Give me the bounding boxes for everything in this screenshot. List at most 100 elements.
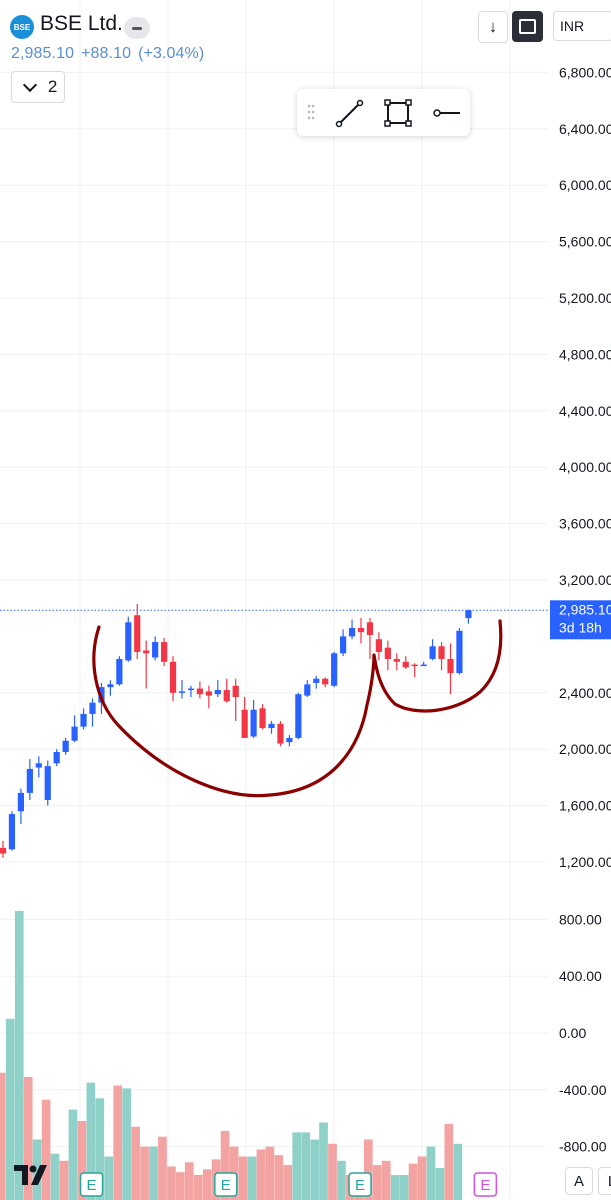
volume-bar	[86, 1082, 96, 1200]
volume-bar	[50, 1153, 60, 1200]
earnings-marker[interactable]: E	[473, 1172, 498, 1197]
volume-tick-label: 0.00	[559, 1025, 586, 1041]
candle	[143, 640, 150, 689]
volume-bar	[193, 1175, 203, 1200]
chevron-down-icon	[22, 77, 37, 92]
collapse-legend-button[interactable]	[124, 17, 150, 39]
horizontal-ray-tool-icon[interactable]	[430, 97, 462, 129]
candle	[250, 699, 257, 738]
earnings-marker[interactable]: E	[79, 1172, 104, 1197]
candle-body	[241, 709, 248, 738]
cup-and-handle-curve	[92, 619, 503, 798]
candle	[232, 678, 239, 721]
candle-body	[89, 702, 96, 714]
volume-bar	[328, 1143, 337, 1200]
fullscreen-button[interactable]	[512, 11, 543, 42]
price-tick-label: 4,400.00	[559, 403, 611, 419]
price-tick-label: 6,000.00	[559, 177, 611, 193]
candle-body	[53, 752, 60, 764]
rectangle-tool-icon[interactable]	[382, 97, 414, 129]
candle	[196, 681, 203, 699]
volume-bar	[337, 1160, 346, 1200]
candle	[375, 632, 382, 661]
volume-bar	[59, 1160, 69, 1200]
volume-bar	[417, 1156, 427, 1200]
candle-body	[161, 642, 168, 662]
candle	[214, 680, 221, 698]
volume-bar	[256, 1149, 266, 1200]
indicator-count: 2	[47, 77, 58, 96]
minus-icon	[132, 26, 142, 30]
volume-bar	[167, 1166, 176, 1200]
candle-body	[322, 678, 329, 685]
candle-body	[71, 726, 78, 741]
candle	[125, 616, 132, 662]
tradingview-logo-icon[interactable]	[12, 1162, 54, 1188]
indicators-toggle-button[interactable]: 2	[11, 71, 65, 103]
candle-body	[259, 708, 266, 729]
earnings-marker-box	[79, 1172, 104, 1197]
candle-body	[8, 814, 16, 850]
candle-body	[375, 639, 382, 652]
candle	[53, 749, 60, 767]
price-tick-label: 3,200.00	[559, 572, 611, 588]
auto-scale-button[interactable]: A	[565, 1167, 593, 1195]
currency-selector[interactable]: INR	[553, 11, 611, 41]
candle-body	[340, 636, 347, 654]
candle	[322, 677, 329, 688]
fullscreen-icon	[519, 19, 536, 34]
candle-body	[44, 766, 51, 800]
candle-body	[456, 630, 463, 674]
candle	[35, 756, 42, 778]
price-tick-label: 2,000.00	[559, 741, 611, 757]
log-scale-button[interactable]: L	[598, 1167, 611, 1195]
candle	[205, 685, 212, 709]
price-tick-label: 1,600.00	[559, 798, 611, 814]
volume-bar	[202, 1169, 212, 1200]
earnings-marker-box	[214, 1172, 238, 1197]
candle-body	[134, 615, 141, 652]
candle-body	[178, 691, 186, 693]
candle	[152, 636, 159, 661]
earnings-marker[interactable]: E	[214, 1172, 238, 1197]
symbol-title[interactable]: BSE Ltd.	[40, 12, 123, 35]
price-tick-label: 3,600.00	[559, 516, 611, 532]
candle-body	[357, 627, 365, 633]
candle-body	[286, 737, 293, 743]
volume-tick-label: -800.00	[559, 1139, 607, 1155]
earnings-marker-label: E	[87, 1177, 97, 1194]
candlesticks	[0, 603, 548, 858]
candle-body	[214, 689, 221, 695]
volume-bar	[140, 1146, 149, 1200]
trend-line-tool-icon[interactable]	[333, 97, 365, 129]
annotation-drawing[interactable]	[92, 619, 503, 798]
candle	[295, 692, 302, 740]
volume-bar	[426, 1146, 436, 1200]
candle-body	[62, 740, 69, 753]
price-tick-label: 6,800.00	[559, 64, 611, 80]
volume-bar	[319, 1122, 328, 1200]
candle	[420, 661, 427, 667]
candle	[169, 656, 177, 702]
earnings-marker-label: E	[221, 1177, 231, 1194]
candle-body	[411, 664, 418, 667]
candle	[340, 629, 347, 657]
candle	[107, 680, 114, 696]
volume-bar	[408, 1163, 418, 1200]
price-axis[interactable]: 6,800.00 6,400.00 6,000.00 5,600.00 5,200.00…	[548, 0, 611, 1200]
candle-body	[26, 768, 33, 793]
candle-body	[80, 713, 87, 727]
last-price-badge[interactable]: 2,985.10 3d 18h	[550, 600, 611, 640]
volume-bar	[390, 1175, 400, 1200]
candle-body	[438, 646, 445, 659]
volume-bar	[372, 1165, 382, 1200]
candle	[26, 759, 33, 800]
earnings-marker-box	[348, 1172, 372, 1197]
volume-bar	[131, 1126, 140, 1200]
earnings-marker-label: E	[355, 1177, 365, 1194]
download-button[interactable]: ↓	[478, 11, 508, 43]
earnings-marker[interactable]: E	[348, 1172, 372, 1197]
drag-handle-icon[interactable]	[307, 103, 315, 121]
